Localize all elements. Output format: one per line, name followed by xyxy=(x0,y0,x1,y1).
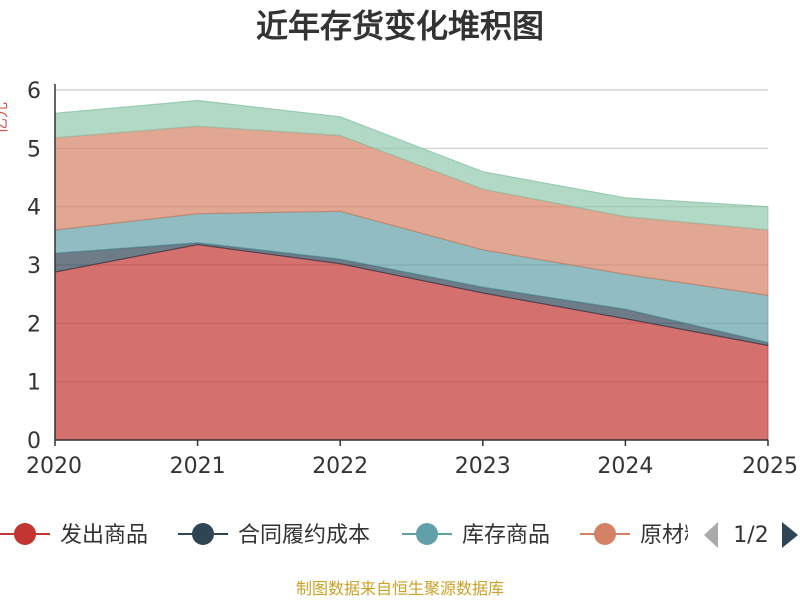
legend-page-indicator: 1/2 xyxy=(733,523,768,548)
legend-label: 发出商品 xyxy=(60,523,148,548)
x-tick-label: 2023 xyxy=(455,454,511,479)
legend-next-page-icon[interactable] xyxy=(782,522,798,548)
data-source-note: 制图数据来自恒生聚源数据库 xyxy=(296,579,504,598)
y-tick-label: 0 xyxy=(27,429,41,454)
y-tick-label: 2 xyxy=(27,312,41,337)
x-tick-label: 2020 xyxy=(26,454,82,479)
chart-title: 近年存货变化堆积图 xyxy=(256,7,544,45)
legend-item[interactable]: 合同履约成本 xyxy=(178,523,370,548)
legend[interactable]: 发出商品 合同履约成本 库存商品 原材料 1/2 xyxy=(0,522,798,548)
y-tick-label: 1 xyxy=(27,371,41,396)
y-tick-label: 6 xyxy=(27,79,41,104)
legend-label: 合同履约成本 xyxy=(238,523,370,548)
y-tick-label: 4 xyxy=(27,196,41,221)
legend-label: 库存商品 xyxy=(462,523,550,548)
legend-item[interactable]: 发出商品 xyxy=(0,523,148,548)
legend-marker xyxy=(192,523,214,545)
legend-marker xyxy=(416,523,438,545)
legend-item[interactable]: 原材料 xyxy=(580,523,706,548)
legend-item[interactable]: 库存商品 xyxy=(402,523,550,548)
y-tick-label: 3 xyxy=(27,254,41,279)
legend-marker xyxy=(14,523,36,545)
legend-prev-page-icon[interactable] xyxy=(704,522,718,548)
x-tick-label: 2022 xyxy=(312,454,368,479)
y-axis-label: 亿元 xyxy=(0,102,10,134)
legend-items: 发出商品 合同履约成本 库存商品 原材料 xyxy=(0,523,706,548)
legend-label: 原材料 xyxy=(640,523,706,548)
legend-marker xyxy=(594,523,616,545)
area-series xyxy=(54,99,769,441)
axes: 0 1 2 3 4 5 6 2020 2021 2022 2023 2024 2025 xyxy=(26,79,798,479)
x-tick-label: 2021 xyxy=(170,454,226,479)
x-tick-label: 2025 xyxy=(742,454,798,479)
x-tick-label: 2024 xyxy=(597,454,653,479)
series-line-其他 xyxy=(54,99,769,208)
y-tick-label: 5 xyxy=(27,137,41,162)
